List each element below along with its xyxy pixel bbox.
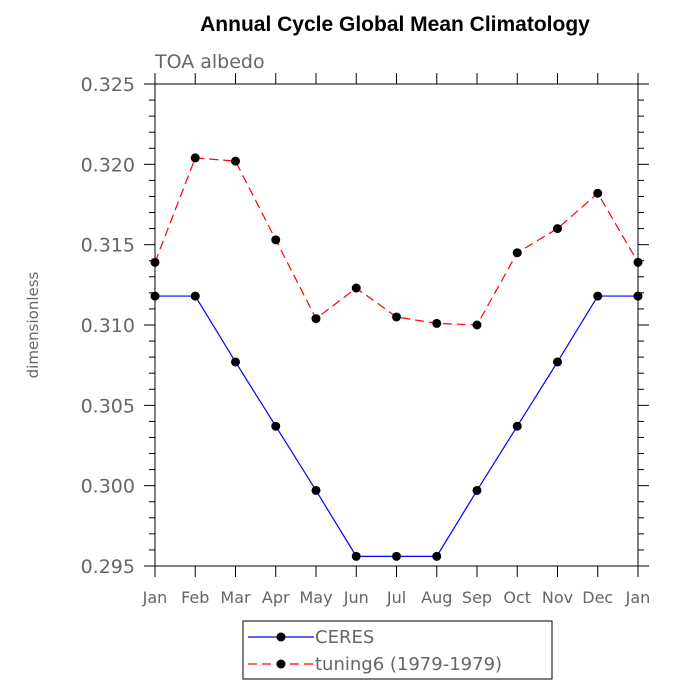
series-1-point bbox=[150, 257, 160, 267]
x-tick-label: Aug bbox=[421, 588, 452, 607]
x-tick-label: Jun bbox=[343, 588, 369, 607]
series-0-point bbox=[271, 421, 281, 431]
series-1-point bbox=[633, 257, 643, 267]
series-1-point bbox=[271, 235, 281, 245]
y-tick-label: 0.325 bbox=[81, 74, 135, 96]
series-1-point bbox=[392, 312, 401, 322]
series-0-point bbox=[553, 357, 562, 367]
series-0-point bbox=[512, 421, 522, 431]
y-tick-label: 0.320 bbox=[81, 154, 135, 176]
plot-frame bbox=[154, 83, 639, 567]
series-layer bbox=[150, 153, 643, 561]
y-axis-label: dimensionless bbox=[24, 271, 42, 378]
series-1-point bbox=[231, 156, 240, 166]
axis-ticks: 0.295 0.300 0.305 0.310 0.315 0.320 0.325 Jan Fe… bbox=[81, 73, 651, 607]
series-0-point bbox=[593, 291, 603, 301]
x-tick-label: Oct bbox=[503, 588, 531, 607]
legend: CERES tuning6 (1979-1979) bbox=[242, 620, 553, 680]
series-1-point bbox=[593, 188, 603, 198]
x-tick-label: Apr bbox=[262, 588, 290, 607]
series-0-point bbox=[432, 551, 442, 561]
x-tick-label: Nov bbox=[542, 588, 573, 607]
chart-subtitle: TOA albedo bbox=[154, 51, 265, 73]
y-tick-label: 0.300 bbox=[81, 476, 135, 498]
series-0-point bbox=[392, 551, 401, 561]
x-tick-label: Jan bbox=[625, 588, 651, 607]
y-tick-label: 0.295 bbox=[81, 556, 135, 578]
x-tick-label: Mar bbox=[220, 588, 251, 607]
series-line-1 bbox=[154, 157, 639, 326]
x-tick-label: May bbox=[299, 588, 332, 607]
series-1-point bbox=[432, 318, 442, 328]
series-1-point bbox=[311, 314, 321, 324]
series-0-point bbox=[472, 485, 482, 495]
y-tick-label: 0.310 bbox=[81, 315, 135, 337]
series-1-point bbox=[351, 283, 361, 293]
series-0-point bbox=[231, 357, 240, 367]
legend-marker-0 bbox=[276, 632, 286, 642]
x-tick-label: Dec bbox=[582, 588, 613, 607]
series-1-point bbox=[553, 224, 562, 234]
y-tick-label: 0.305 bbox=[81, 395, 135, 417]
legend-label-0: CERES bbox=[315, 627, 374, 648]
x-tick-label: Feb bbox=[181, 588, 209, 607]
series-0-point bbox=[150, 291, 160, 301]
chart-title: Annual Cycle Global Mean Climatology bbox=[200, 13, 590, 36]
series-line-0 bbox=[155, 295, 638, 557]
legend-label-1: tuning6 (1979-1979) bbox=[315, 654, 502, 675]
x-tick-label: Jul bbox=[386, 588, 406, 607]
series-1-point bbox=[190, 153, 200, 163]
y-tick-label: 0.315 bbox=[81, 235, 135, 257]
series-0-point bbox=[190, 291, 200, 301]
legend-marker-1 bbox=[276, 659, 286, 669]
x-tick-label: Jan bbox=[142, 588, 168, 607]
series-1-point bbox=[472, 320, 482, 330]
x-tick-label: Sep bbox=[462, 588, 492, 607]
series-0-point bbox=[351, 551, 361, 561]
series-0-point bbox=[311, 485, 321, 495]
series-0-point bbox=[633, 291, 643, 301]
legend-box bbox=[242, 620, 553, 680]
series-1-point bbox=[512, 248, 522, 258]
